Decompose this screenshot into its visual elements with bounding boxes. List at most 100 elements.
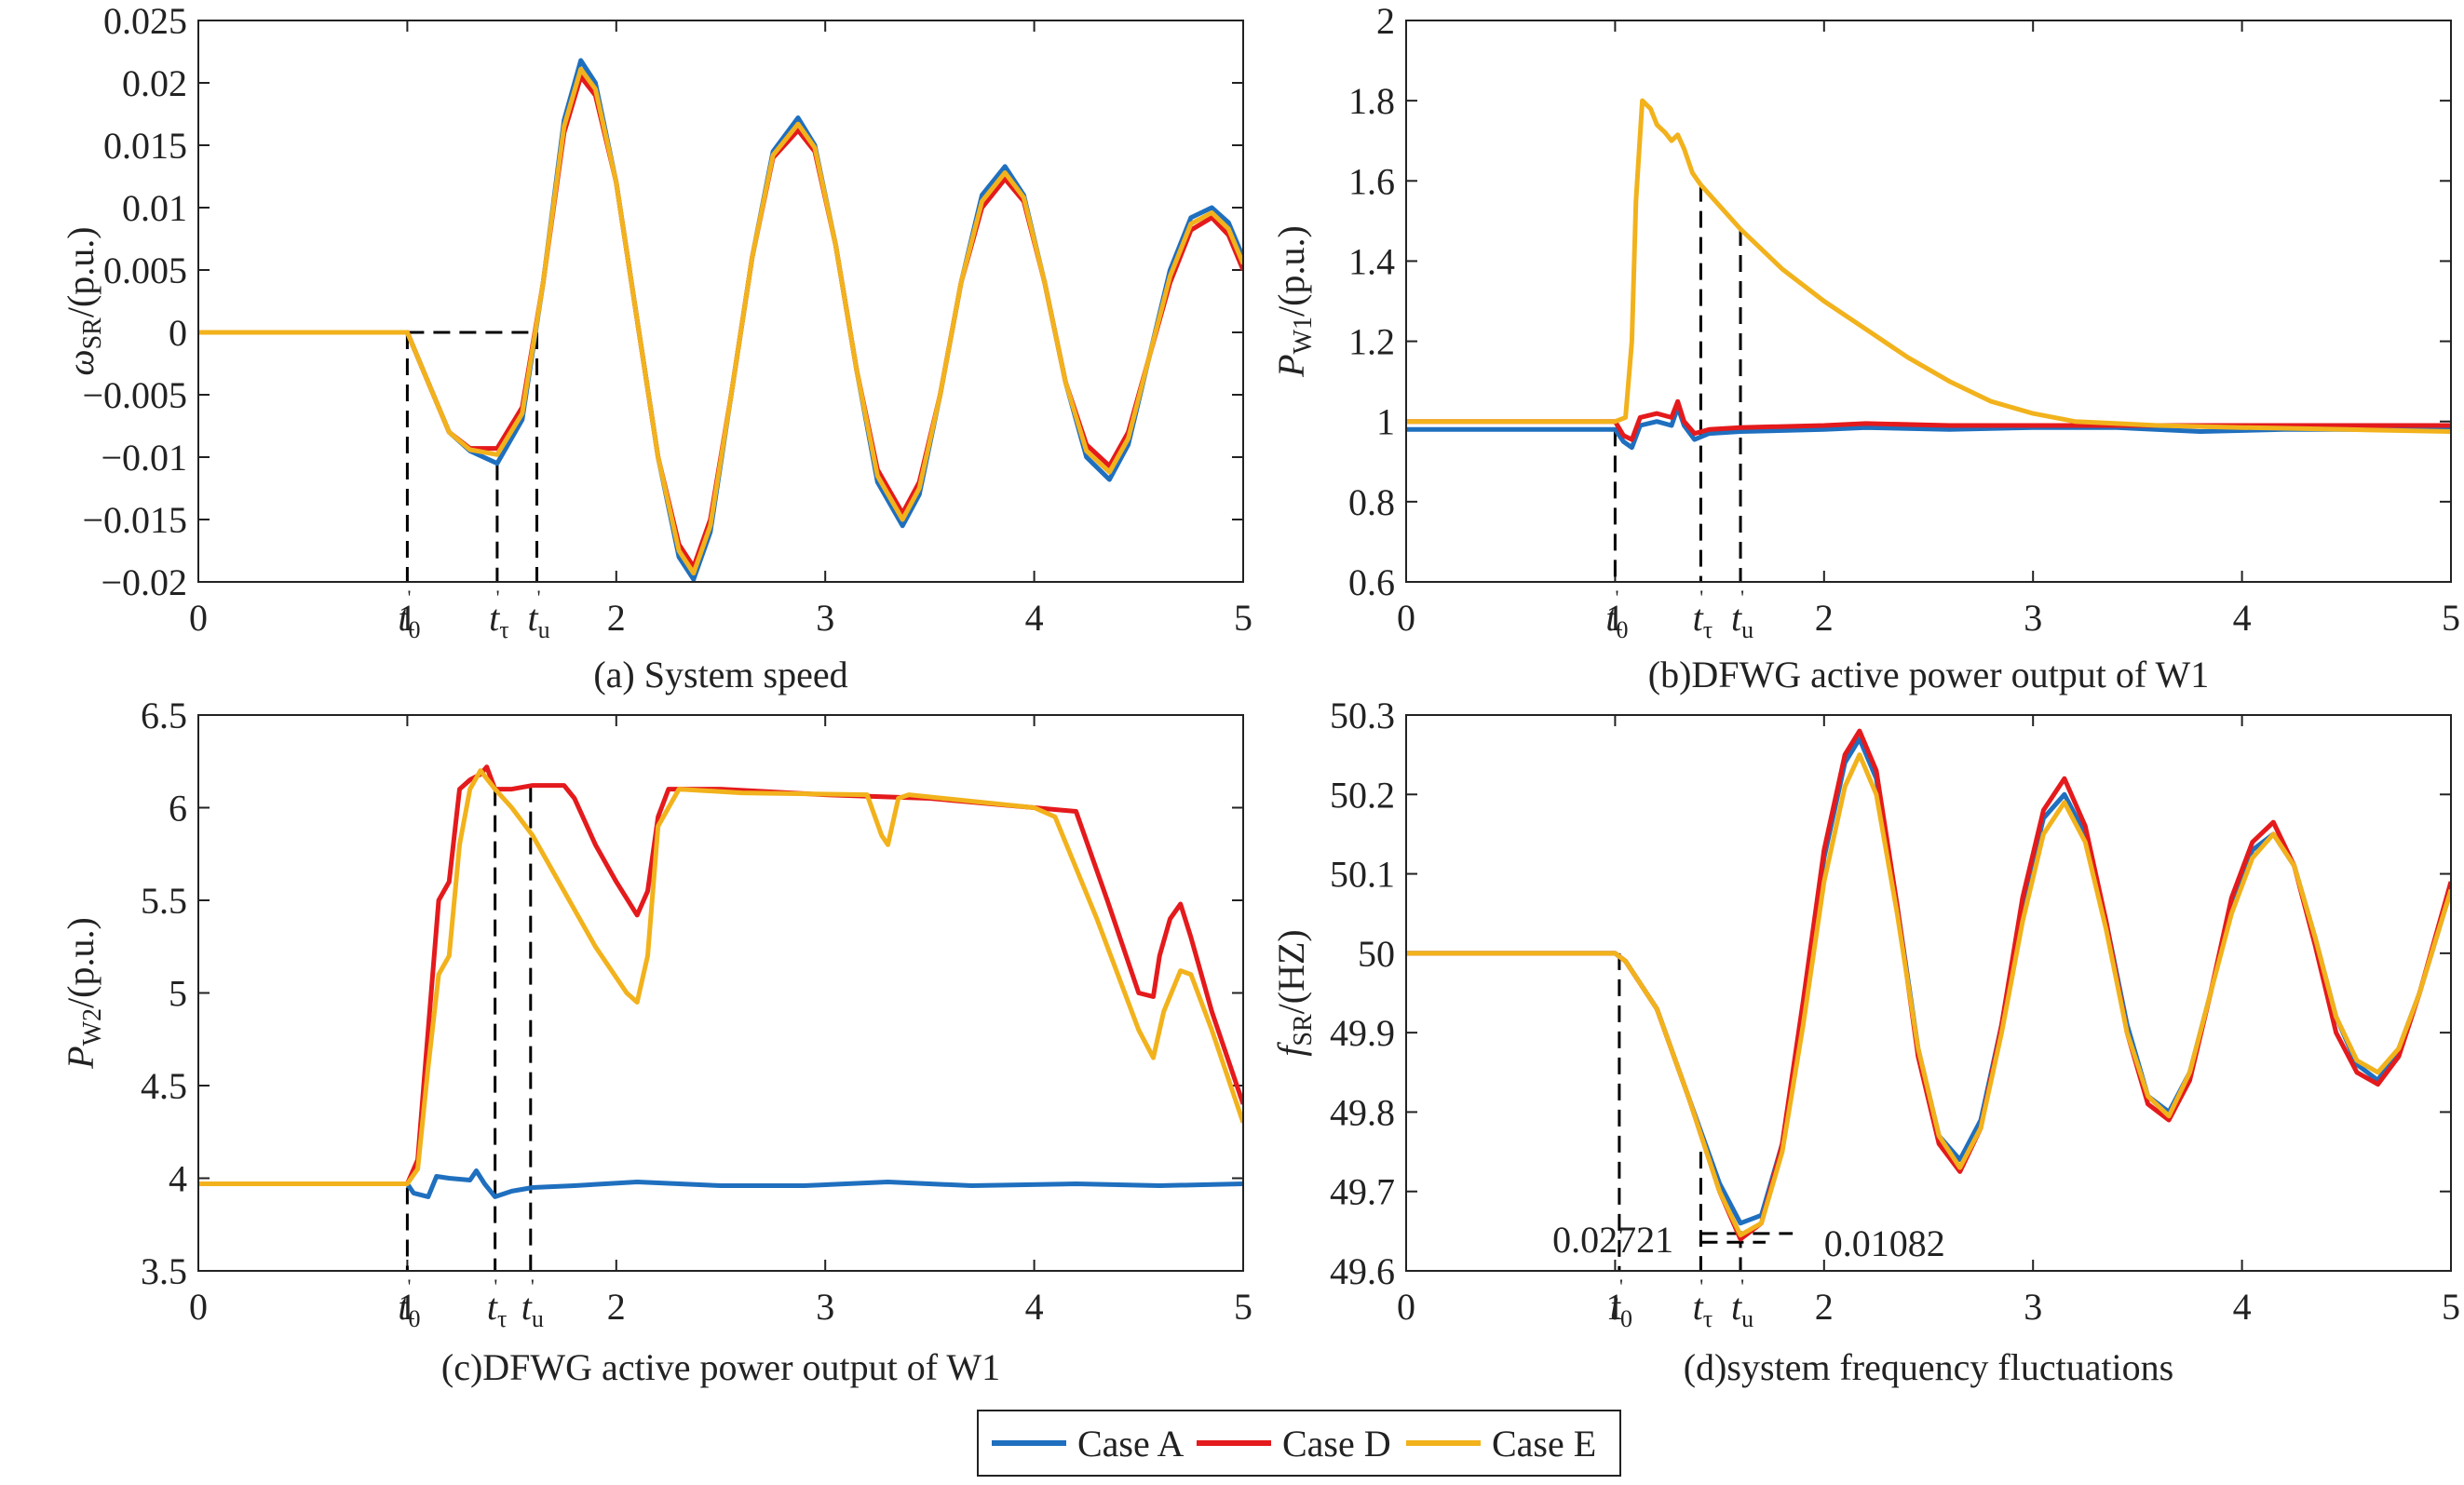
x-tick-label: 3: [816, 1286, 834, 1328]
x-tick-label: 5: [2442, 597, 2460, 639]
x-tick-label: 3: [2024, 597, 2042, 639]
x-tick-label: 1: [398, 597, 416, 639]
y-tick-label: 0.8: [1348, 481, 1395, 523]
y-tick-label: 2: [1376, 0, 1395, 42]
y-tick-label: 0.02: [122, 62, 187, 104]
x-tick-label: 0: [189, 597, 208, 639]
chart-caption: (b)DFWG active power output of W1: [1648, 654, 2209, 695]
time-marker-label: t0': [1605, 586, 1628, 643]
chart-caption: (a) System speed: [593, 654, 847, 695]
x-tick-label: 2: [1815, 1286, 1834, 1328]
time-marker-label: t0': [398, 586, 420, 643]
plot-frame: [1405, 714, 2452, 1272]
x-tick-label: 1: [398, 1286, 416, 1328]
y-tick-label: 50: [1358, 933, 1395, 975]
y-tick-label: 50.3: [1330, 695, 1395, 736]
chart-panel-3: 0 1 2 3 4 5 49.6 49.7 49.8 49.9 50 50.1 50.2 50.3 t0' t…: [1270, 695, 2460, 1388]
series-case-e: [1406, 752, 2451, 1238]
legend-label-case-a: Case A: [1077, 1423, 1185, 1465]
series-case-a: [198, 1168, 1243, 1199]
y-tick-label: −0.01: [101, 437, 187, 479]
x-tick-label: 3: [816, 597, 834, 639]
y-tick-label: 50.1: [1330, 854, 1395, 896]
series-case-d: [198, 764, 1243, 1186]
y-tick-label: 4.5: [141, 1065, 187, 1107]
y-axis-label: fSR/(HZ): [1270, 929, 1318, 1056]
series-case-a: [198, 58, 1243, 582]
y-tick-label: 0.005: [103, 250, 187, 291]
x-tick-label: 1: [1605, 1286, 1624, 1328]
y-tick-label: 0.025: [103, 0, 187, 42]
y-axis-label: PW2/(p.u.): [60, 917, 107, 1070]
chart-panel-1: 0 1 2 3 4 5 0.6 0.8 1 1.2 1.4 1.6 1.8 2 t0' tτ' tu' PW1/(…: [1270, 0, 2460, 695]
x-tick-label: 0: [1397, 597, 1415, 639]
x-tick-label: 1: [1605, 597, 1624, 639]
x-tick-label: 5: [1234, 1286, 1252, 1328]
x-tick-label: 4: [2233, 597, 2252, 639]
series-case-d: [1406, 728, 2451, 1242]
time-marker-label: tu': [527, 586, 549, 643]
annotation-label: 0.01082: [1824, 1222, 1945, 1264]
chart-caption: (c)DFWG active power output of W1: [441, 1346, 1000, 1388]
y-axis-label: PW1/(p.u.): [1270, 225, 1318, 378]
y-tick-label: 1.8: [1348, 80, 1395, 122]
y-tick-label: 0.01: [122, 187, 187, 229]
series-case-a: [1406, 736, 2451, 1226]
y-tick-label: 1.6: [1348, 160, 1395, 202]
y-tick-label: 0.015: [103, 125, 187, 167]
chart-panel-0: 0 1 2 3 4 5 −0.02 −0.015 −0.01 −0.005 0 0.005 0.01 0.…: [60, 0, 1252, 695]
y-tick-label: 5: [169, 973, 187, 1015]
chart-panel-2: 0 1 2 3 4 5 3.5 4 4.5 5 5.5 6 6.5 t0' tτ' tu' PW2/(p.u.)…: [60, 695, 1252, 1388]
time-marker-label: t0': [398, 1275, 420, 1332]
y-tick-label: 1: [1376, 401, 1395, 443]
x-tick-label: 4: [1025, 1286, 1044, 1328]
x-tick-label: 0: [1397, 1286, 1415, 1328]
y-tick-label: 49.9: [1330, 1012, 1395, 1054]
y-tick-label: 1.2: [1348, 321, 1395, 363]
x-tick-label: 5: [2442, 1286, 2460, 1328]
x-tick-label: 2: [1815, 597, 1834, 639]
x-tick-label: 4: [2233, 1286, 2252, 1328]
time-marker-label: tu': [1731, 1275, 1753, 1332]
y-tick-label: 5.5: [141, 880, 187, 922]
y-tick-label: 49.8: [1330, 1091, 1395, 1133]
series-case-e: [198, 66, 1243, 576]
annotation-label: 0.02721: [1552, 1219, 1673, 1261]
x-tick-label: 0: [189, 1286, 208, 1328]
series-case-e: [198, 768, 1243, 1186]
plot-frame: [197, 714, 1244, 1272]
legend: Case A Case D Case E: [977, 1410, 1621, 1477]
time-marker-label: tu': [521, 1275, 544, 1332]
time-marker-label: t0': [1610, 1275, 1632, 1332]
legend-box: [977, 1410, 1621, 1477]
time-marker-label: tτ': [487, 1275, 508, 1332]
y-axis-label: ωSR/(p.u.): [60, 226, 107, 375]
y-tick-label: 6.5: [141, 695, 187, 736]
series-case-a: [1406, 405, 2451, 451]
x-tick-label: 2: [607, 1286, 626, 1328]
y-tick-label: −0.015: [82, 499, 187, 541]
plot-frame: [197, 20, 1244, 583]
y-tick-label: 49.6: [1330, 1250, 1395, 1292]
chart-caption: (d)system frequency fluctuations: [1684, 1346, 2174, 1388]
x-tick-label: 4: [1025, 597, 1044, 639]
y-tick-label: −0.005: [82, 374, 187, 416]
y-tick-label: 49.7: [1330, 1171, 1395, 1213]
time-marker-label: tu': [1731, 586, 1753, 643]
time-marker-label: tτ': [1693, 1275, 1713, 1332]
x-tick-label: 2: [607, 597, 626, 639]
time-marker-label: tτ': [489, 586, 509, 643]
x-tick-label: 5: [1234, 597, 1252, 639]
legend-label-case-d: Case D: [1282, 1423, 1391, 1465]
y-tick-label: 6: [169, 788, 187, 830]
y-tick-label: 4: [169, 1158, 187, 1200]
y-tick-label: 50.2: [1330, 774, 1395, 816]
y-tick-label: 0.6: [1348, 561, 1395, 603]
time-marker-label: tτ': [1693, 586, 1713, 643]
plot-frame: [1405, 20, 2452, 583]
series-case-e: [1406, 98, 2451, 434]
y-tick-label: 3.5: [141, 1250, 187, 1292]
y-tick-label: −0.02: [101, 561, 187, 603]
series-case-d: [198, 74, 1243, 570]
